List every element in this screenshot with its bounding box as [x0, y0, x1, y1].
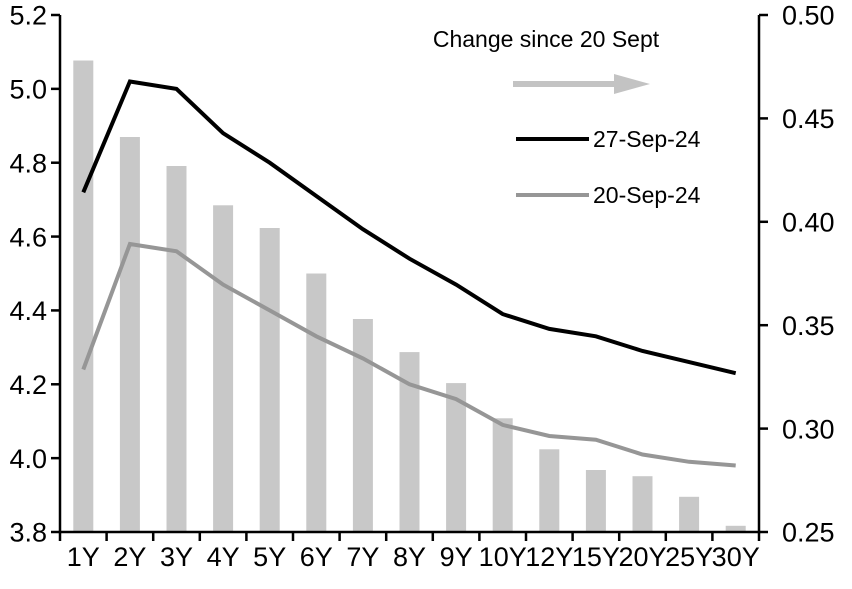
bar-5Y [259, 228, 280, 532]
x-axis-label-5Y: 5Y [253, 542, 286, 572]
line-20-sep-24 [81, 241, 736, 468]
y-axis-left-tick-label: 4.0 [9, 444, 47, 474]
bar-25Y [679, 496, 700, 532]
legend-label-27-sep: 27-Sep-24 [593, 126, 701, 152]
x-axis-label-20Y: 20Y [618, 542, 666, 572]
right-arrow-icon-head [614, 74, 650, 94]
line-27-sep-24 [81, 79, 737, 376]
y-axis-left-tick-label: 3.8 [9, 518, 47, 548]
bar-2Y [119, 137, 140, 532]
bar-1Y [73, 60, 94, 532]
bar-20Y [632, 476, 653, 532]
x-axis-label-8Y: 8Y [393, 542, 426, 572]
bar-9Y [446, 383, 467, 532]
right-arrow-icon [513, 81, 614, 87]
bar-15Y [585, 470, 606, 532]
y-axis-left-tick-label: 4.2 [9, 370, 47, 400]
y-axis-right-tick-label: 0.40 [782, 208, 835, 238]
x-axis-label-12Y: 12Y [525, 542, 573, 572]
legend-title: Change since 20 Sept [432, 26, 660, 52]
bar-4Y [213, 205, 234, 533]
x-axis-label-7Y: 7Y [346, 542, 379, 572]
y-axis-left-tick-label: 5.0 [9, 75, 47, 105]
x-axis-label-2Y: 2Y [113, 542, 146, 572]
y-axis-right-tick-label: 0.45 [782, 104, 835, 134]
x-axis-label-15Y: 15Y [572, 542, 620, 572]
legend-label-20-sep: 20-Sep-24 [593, 182, 701, 208]
x-axis-label-30Y: 30Y [712, 542, 760, 572]
y-axis-left-tick-label: 4.8 [9, 148, 47, 178]
bar-12Y [539, 449, 560, 532]
x-axis-label-10Y: 10Y [479, 542, 527, 572]
y-axis-right-tick-label: 0.25 [782, 518, 835, 548]
x-axis-label-1Y: 1Y [67, 542, 100, 572]
bar-3Y [166, 166, 187, 532]
bar-7Y [352, 319, 373, 532]
y-axis-right-tick-label: 0.30 [782, 414, 835, 444]
bar-30Y [725, 525, 746, 532]
x-axis-label-25Y: 25Y [665, 542, 713, 572]
y-axis-left-tick-label: 4.4 [9, 296, 47, 326]
x-axis-label-6Y: 6Y [300, 542, 333, 572]
x-axis-label-3Y: 3Y [160, 542, 193, 572]
bar-8Y [399, 352, 420, 532]
y-axis-right-tick-label: 0.50 [782, 1, 835, 31]
x-axis-label-9Y: 9Y [440, 542, 473, 572]
bar-10Y [492, 418, 513, 532]
y-axis-left-tick-label: 4.6 [9, 222, 47, 252]
y-axis-left-tick-label: 5.2 [9, 1, 47, 31]
x-axis-label-4Y: 4Y [207, 542, 240, 572]
bar-6Y [306, 273, 327, 532]
y-axis-right-tick-label: 0.35 [782, 311, 835, 341]
